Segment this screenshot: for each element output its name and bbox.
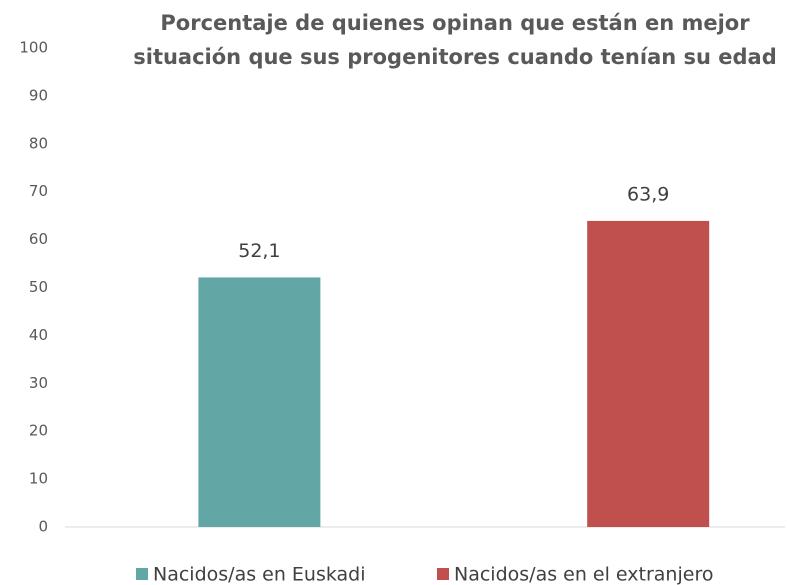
legend-label: Nacidos/as en el extranjero — [454, 564, 713, 585]
bar — [587, 220, 710, 527]
y-tick-label: 0 — [38, 518, 48, 536]
bar — [198, 277, 321, 527]
legend-swatch — [437, 568, 449, 580]
y-tick-label: 60 — [29, 230, 48, 248]
y-tick-label: 70 — [29, 182, 48, 200]
chart-title: Porcentaje de quienes opinan que están e… — [160, 11, 750, 35]
y-tick-label: 40 — [29, 326, 48, 344]
y-tick-label: 30 — [29, 374, 48, 392]
y-tick-label: 80 — [29, 134, 48, 152]
chart-title: situación que sus progenitores cuando te… — [133, 45, 777, 69]
y-tick-label: 50 — [29, 278, 48, 296]
y-tick-label: 10 — [29, 470, 48, 488]
legend-swatch — [136, 568, 148, 580]
legend-label: Nacidos/as en Euskadi — [153, 564, 366, 585]
y-tick-label: 100 — [19, 39, 48, 57]
data-label: 63,9 — [627, 183, 669, 205]
data-label: 52,1 — [238, 240, 280, 262]
y-tick-label: 20 — [29, 422, 48, 440]
y-tick-label: 90 — [29, 86, 48, 104]
